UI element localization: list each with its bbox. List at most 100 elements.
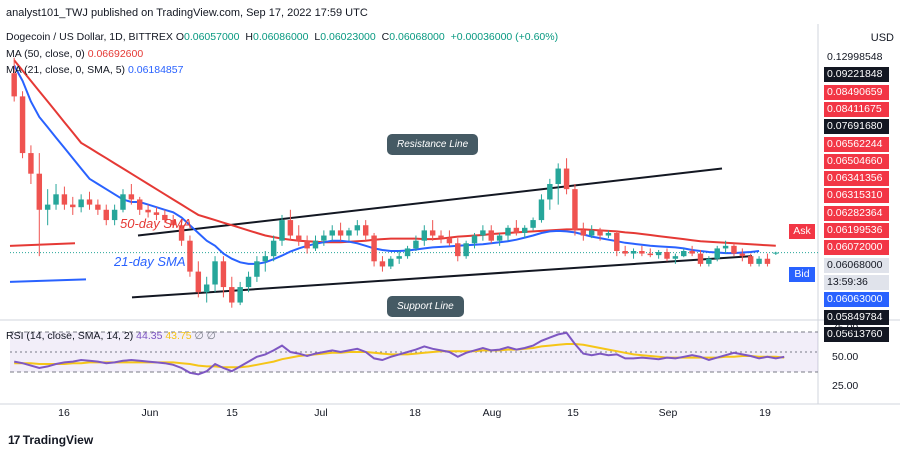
ohlc-change: +0.00036000 (+0.60%): [450, 31, 559, 43]
price-axis-label: 0.06072000: [824, 240, 889, 256]
ma50-legend-value: 0.06692600: [87, 48, 144, 60]
candle-body: [237, 287, 243, 303]
candle-body: [722, 245, 729, 249]
candle-body: [605, 232, 612, 236]
candle-body: [362, 225, 369, 236]
candle-body: [513, 227, 520, 233]
x-tick-label: Sep: [658, 407, 678, 419]
candle-body: [86, 199, 93, 205]
candle-body: [321, 235, 327, 241]
candle-body: [588, 230, 595, 236]
candle-body: [413, 240, 419, 249]
candle-body: [36, 173, 43, 210]
ohlc-close: 0.06068000: [389, 31, 445, 43]
candle-body: [371, 235, 377, 262]
sma21-annotation: 21-day SMA: [114, 254, 186, 269]
candle-body: [664, 252, 670, 259]
ma50-legend-label: MA (50, close, 0): [6, 48, 85, 60]
candle-body: [262, 256, 268, 262]
x-tick-label: 19: [759, 407, 771, 419]
candle-body: [279, 220, 285, 241]
ma21-legend[interactable]: MA (21, close, 0, SMA, 5) 0.06184857: [6, 64, 183, 76]
candle-body: [555, 168, 561, 184]
candle-body: [245, 276, 252, 288]
candle-body: [70, 204, 76, 208]
candle-body: [137, 199, 143, 210]
candle-body: [312, 240, 319, 249]
candle-body: [379, 261, 386, 267]
candle-body: [346, 230, 352, 236]
candle-body: [455, 243, 461, 257]
price-axis-label: 0.06199536: [824, 223, 889, 238]
price-axis-label: 0.06063000: [824, 292, 889, 308]
candle-body: [547, 184, 553, 200]
resistance-line: [137, 167, 723, 237]
x-tick-label: Jun: [141, 407, 159, 419]
candle-body: [128, 194, 135, 200]
candle-body: [162, 214, 168, 221]
chart-canvas: [0, 24, 900, 405]
rsi-legend-value: 44.35: [136, 330, 163, 342]
candle-body: [714, 248, 720, 259]
price-axis-label: 0.09221848: [824, 67, 889, 83]
x-tick-label: Jul: [314, 407, 328, 419]
x-tick-label: 16: [58, 407, 70, 419]
ohlc-high: 0.06086000: [253, 31, 309, 43]
rsi-legend[interactable]: RSI (14, close, SMA, 14, 2) 44.35 43.75 …: [6, 330, 216, 342]
candle-body: [773, 252, 779, 254]
candle-body: [354, 225, 361, 231]
candle-body: [203, 284, 210, 293]
candle-body: [287, 220, 294, 236]
rsi-band: [10, 332, 818, 372]
candle-body: [120, 194, 126, 210]
ma21-legend-label: MA (21, close, 0, SMA, 5): [6, 64, 126, 76]
candle-body: [421, 230, 428, 241]
candle-body: [111, 209, 118, 221]
candle-body: [622, 251, 628, 254]
ohlc-low-label: L: [314, 31, 321, 43]
candle-body: [11, 73, 17, 97]
sma50-annotation-line: [9, 242, 76, 247]
candle-body: [522, 227, 528, 233]
candle-body: [95, 204, 101, 210]
candle-body: [153, 212, 160, 215]
x-tick-label: 15: [567, 407, 579, 419]
price-axis-label: 0.12998548: [827, 51, 883, 63]
candle-body: [672, 256, 679, 259]
candle-body: [195, 271, 202, 293]
rsi-legend-extra: ∅ ∅: [194, 330, 216, 342]
rsi-tick-75: 75.00: [832, 322, 859, 334]
sma21-annotation-line: [9, 278, 87, 283]
price-axis-label: 0.06341356: [824, 171, 889, 187]
candle-body: [78, 199, 84, 208]
candle-body: [28, 153, 34, 174]
candle-body: [488, 230, 494, 241]
ohlc-open-label: O: [175, 31, 184, 43]
ohlc-low: 0.06023000: [320, 31, 376, 43]
price-axis-label: 0.07691680: [824, 119, 889, 135]
ma21-legend-value: 0.06184857: [127, 64, 184, 76]
ask-label: Ask: [789, 224, 815, 239]
footer-brand: TradingView: [22, 433, 94, 447]
symbol-title: Dogecoin / US Dollar, 1D, BITTREX: [6, 31, 173, 43]
ohlc-open: 0.06057000: [184, 31, 240, 43]
candle-body: [229, 287, 235, 303]
ma50-legend[interactable]: MA (50, close, 0) 0.06692600: [6, 48, 143, 60]
tradingview-logo[interactable]: 17 TradingView: [8, 433, 93, 447]
candle-body: [563, 168, 570, 190]
candle-body: [639, 251, 645, 254]
candle-body: [538, 199, 545, 221]
candle-body: [270, 240, 277, 257]
candle-body: [630, 251, 637, 254]
sma50-annotation: 50-day SMA: [120, 216, 192, 231]
rsi-tick-50: 50.00: [832, 351, 859, 363]
candle-body: [580, 230, 587, 236]
support-line: [131, 255, 753, 299]
candle-body: [647, 253, 653, 256]
candle-body: [396, 256, 402, 259]
resistance-line-label: Resistance Line: [387, 134, 479, 155]
x-tick-label: 18: [409, 407, 421, 419]
candle-body: [731, 245, 737, 254]
candle-body: [496, 235, 503, 241]
candle-body: [438, 235, 444, 239]
